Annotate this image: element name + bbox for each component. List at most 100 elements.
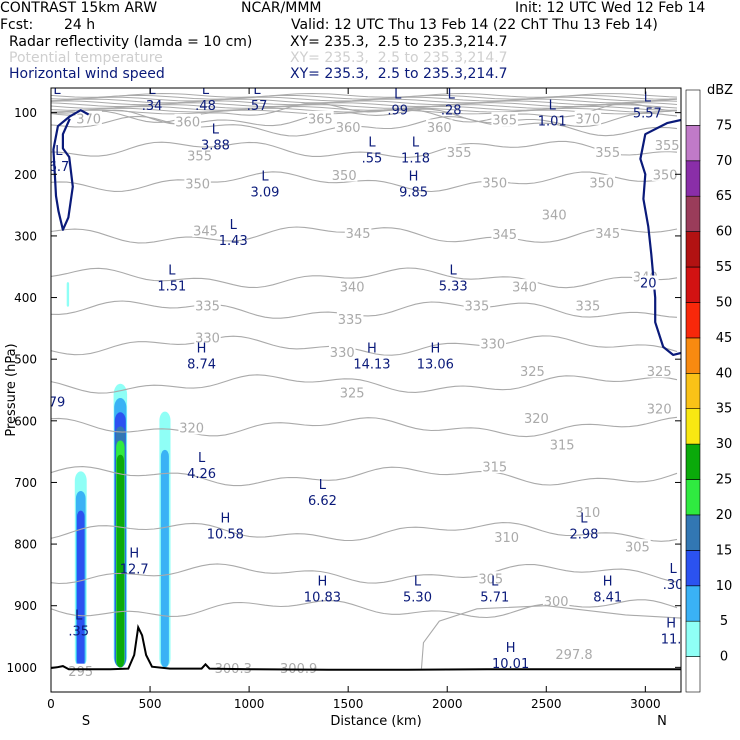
theta-label-bg — [548, 436, 576, 451]
theta-label: 370 — [76, 112, 101, 127]
wind-extremum-type: L — [202, 83, 210, 98]
theta-label-bg — [479, 335, 507, 350]
theta-label: 350 — [653, 168, 678, 183]
theta-label: 360 — [427, 121, 452, 136]
colorbar-tick-label: 70 — [716, 154, 733, 169]
colorbar-swatch — [685, 514, 701, 551]
theta-label-bg — [574, 298, 602, 313]
theta-label-bg — [426, 119, 453, 134]
wind-extremum-type: L — [448, 87, 456, 102]
theta-label: 350 — [185, 178, 210, 193]
wind-extremum-type: L — [319, 478, 327, 493]
colorbar-tick-label: 55 — [716, 260, 733, 275]
theta-contour-330 — [51, 335, 678, 356]
theta-label-bg — [194, 298, 221, 313]
wind-extremum-value: 3.88 — [201, 139, 230, 154]
wind-extremum-value: .35 — [68, 624, 89, 639]
wind-extremum-value: .55 — [362, 152, 383, 167]
theta-label-bg — [493, 529, 520, 544]
wind-extremum-value: 9.85 — [399, 185, 428, 200]
wind-contour-left — [52, 109, 90, 231]
theta-label-bg — [184, 176, 211, 191]
theta-label-bg — [481, 459, 509, 474]
wind-extremum-value: 12.7 — [120, 563, 149, 578]
y-tick-label: 500 — [14, 353, 37, 367]
x-end-label-right: N — [657, 714, 667, 729]
theta-label: 295 — [68, 665, 93, 680]
theta-label: 365 — [492, 114, 517, 129]
plot-background — [51, 88, 681, 692]
theta-contour-320 — [51, 416, 678, 438]
colorbar-tick-label: 5 — [720, 614, 728, 629]
theta-contour-325 — [51, 374, 678, 394]
wind-extremum-value: 14.13 — [353, 357, 390, 372]
wind-extremum-type: H — [603, 574, 613, 589]
field-reflectivity-xy: XY= 235.3, 2.5 to 235.3,214.7 — [290, 34, 508, 50]
wind-extremum-type: L — [55, 144, 63, 159]
colorbar: 0 5 10 15 20 25 30 35 40 45 50 55 60 65 70 75 dBZ — [685, 83, 733, 693]
wind-extremum-value: 10.58 — [207, 528, 244, 543]
theta-label-bg — [574, 504, 602, 519]
y-tick-label: 1000 — [6, 661, 37, 675]
theta-label: 305 — [625, 541, 650, 556]
theta-label: 325 — [647, 365, 672, 380]
wind-extremum-value: 1.18 — [401, 152, 430, 167]
colorbar-tick-label: 50 — [716, 295, 733, 310]
wind-extremum-type: H — [367, 341, 377, 356]
theta-label-bg — [192, 222, 219, 237]
theta-label-bg — [491, 226, 518, 241]
wind-extremum-type: L — [368, 136, 376, 151]
wind-extremum-type: H — [430, 341, 440, 356]
wind-extremum-value: .34 — [142, 99, 163, 114]
theta-label: 355 — [595, 146, 620, 161]
field-theta-xy: XY= 235.3, 2.5 to 235.3,214.7 — [290, 50, 508, 66]
wind-extremum-type: L — [75, 608, 83, 623]
wind-extremum-type: L — [253, 83, 261, 98]
theta-label: 315 — [482, 461, 507, 476]
terrain-layer — [51, 623, 681, 671]
theta-label: 315 — [550, 438, 575, 453]
colorbar-tick-label: 10 — [716, 579, 733, 594]
wind-extremum-value: 10.01 — [492, 657, 529, 672]
theta-label: 345 — [595, 227, 620, 242]
theta-contour-335 — [51, 300, 678, 319]
theta-label: 355 — [447, 146, 472, 161]
theta-label-bg — [75, 110, 102, 125]
theta-label-bg — [338, 385, 366, 400]
core-1-dbz-15 — [77, 510, 85, 668]
y-tick-label: 700 — [14, 476, 37, 490]
y-tick-label: 300 — [14, 229, 37, 243]
init-time: Init: 12 UTC Wed 12 Feb 14 — [515, 0, 706, 16]
theta-label-bg — [574, 110, 602, 125]
axes: 100 200 300 400 500 600 700 800 900 1000 0 500 1000 1… — [4, 87, 682, 729]
theta-label-bg — [491, 112, 518, 127]
core-2-dbz-30 — [116, 454, 124, 668]
field-wind: Horizontal wind speed — [9, 66, 165, 82]
theta-label-bg — [212, 660, 255, 675]
wind-extremum-value: 5.71 — [480, 590, 509, 605]
wind-extremum-value: 8.41 — [593, 590, 622, 605]
theta-label-bg — [338, 279, 366, 294]
theta-label-bg — [334, 119, 362, 134]
wind-extremum-value: 4.26 — [187, 467, 216, 482]
theta-label: 365 — [308, 112, 333, 127]
wind-extremum-type: L — [394, 87, 402, 102]
wind-extremum-type: L — [168, 264, 176, 279]
colorbar-swatch — [685, 585, 701, 622]
x-tick-label: 2500 — [531, 697, 562, 711]
wind-extremum-type: H — [409, 169, 419, 184]
colorbar-swatch — [685, 479, 701, 516]
colorbar-swatch — [685, 372, 701, 409]
x-tick-label: 1500 — [333, 697, 364, 711]
theta-label: 310 — [494, 531, 519, 546]
theta-label: 297.8 — [555, 648, 592, 663]
wind-extremum-value: .57 — [247, 99, 268, 114]
x-tick-label: 1000 — [234, 697, 265, 711]
theta-contour-upper — [51, 98, 678, 104]
theta-contour-300 — [51, 599, 678, 619]
wind-extremum-type: H — [318, 574, 328, 589]
wind-extremum-type: L — [644, 91, 652, 106]
theta-label: 335 — [575, 300, 600, 315]
